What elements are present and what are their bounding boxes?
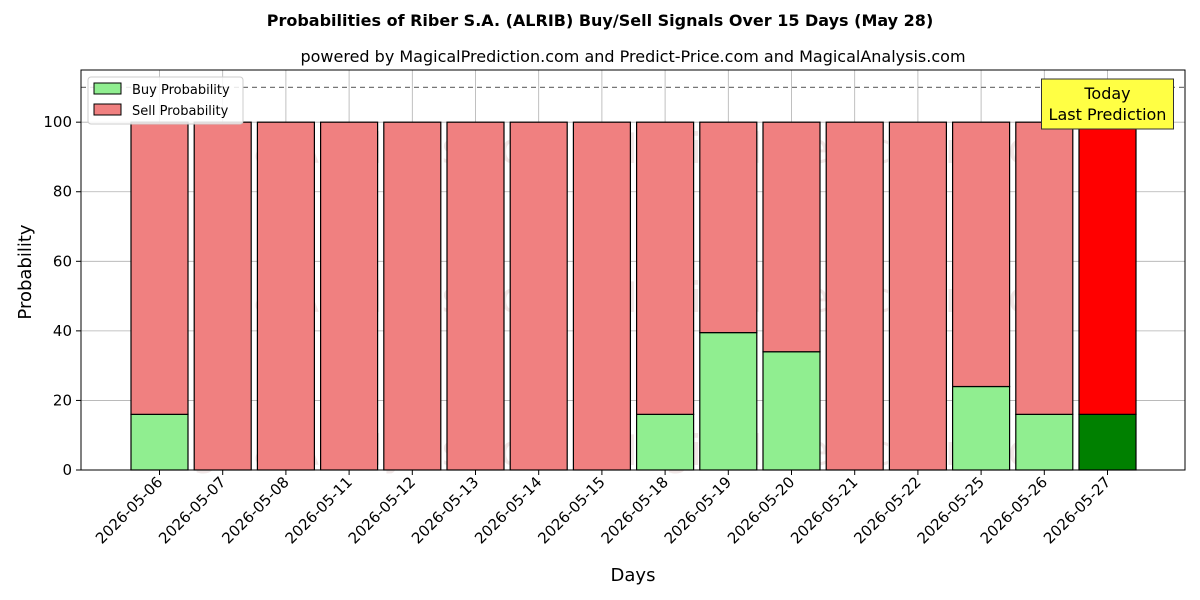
x-tick-label: 2026-05-18 <box>598 473 672 547</box>
x-tick-label: 2026-05-06 <box>92 473 166 547</box>
sell-bar <box>383 121 442 471</box>
y-axis-label: Probability <box>15 224 36 319</box>
sell-bar <box>509 121 568 471</box>
today-annotation-text: Today <box>1083 84 1130 103</box>
x-tick-label: 2026-05-19 <box>661 473 735 547</box>
y-tick-label: 100 <box>43 113 72 131</box>
sell-bar <box>320 121 379 471</box>
buy-bar <box>1078 413 1137 471</box>
sell-bar <box>762 121 821 353</box>
x-tick-label: 2026-05-08 <box>218 473 292 547</box>
sell-bar <box>888 121 948 471</box>
plot-area: MagicalAnalysis.comMagicalPrediction.com… <box>43 69 1186 547</box>
sell-bar <box>951 121 1011 388</box>
sell-bar <box>635 121 695 415</box>
x-tick-label: 2026-05-14 <box>471 473 545 547</box>
x-tick-label: 2026-05-27 <box>1040 473 1114 547</box>
sell-bar <box>256 121 315 471</box>
y-tick-label: 80 <box>53 183 72 201</box>
y-tick-label: 40 <box>53 322 72 340</box>
sell-bar <box>193 121 252 471</box>
sell-bar <box>1015 121 1074 415</box>
x-tick-label: 2026-05-25 <box>914 473 988 547</box>
legend-sell-label: Sell Probability <box>132 104 229 119</box>
x-tick-label: 2026-05-15 <box>534 473 608 547</box>
legend-sell-swatch <box>93 103 122 116</box>
plot-frame <box>80 69 1186 471</box>
legend-buy-label: Buy Probability <box>132 83 230 98</box>
buy-bar <box>762 351 821 471</box>
sell-bar <box>825 121 884 471</box>
legend-buy-swatch <box>93 82 122 95</box>
x-axis-label: Days <box>611 565 656 586</box>
x-tick-label: 2026-05-13 <box>408 473 482 547</box>
today-annotation-box <box>1041 78 1174 130</box>
buy-bar <box>635 413 695 471</box>
x-tick-label: 2026-05-07 <box>155 473 229 547</box>
sell-bar <box>699 121 758 334</box>
buy-bar <box>951 385 1011 471</box>
x-tick-label: 2026-05-22 <box>850 473 924 547</box>
buy-bar <box>1015 413 1074 471</box>
sell-bar <box>1078 121 1137 415</box>
chart-title: Probabilities of Riber S.A. (ALRIB) Buy/… <box>267 11 934 30</box>
chart-subtitle: powered by MagicalPrediction.com and Pre… <box>300 47 965 66</box>
buy-bar <box>130 413 189 471</box>
x-tick-label: 2026-05-21 <box>787 473 861 547</box>
x-tick-label: 2026-05-20 <box>724 473 798 547</box>
x-tick-label: 2026-05-12 <box>345 473 419 547</box>
sell-bar <box>446 121 505 471</box>
x-tick-label: 2026-05-26 <box>977 473 1051 547</box>
y-tick-label: 20 <box>53 391 72 409</box>
y-tick-label: 60 <box>53 252 72 270</box>
x-tick-label: 2026-05-11 <box>282 473 356 547</box>
sell-bar <box>572 121 632 471</box>
buy-bar <box>699 332 758 471</box>
today-annotation-text: Last Prediction <box>1049 105 1167 124</box>
y-tick-label: 0 <box>62 461 72 479</box>
legend-box <box>87 76 244 125</box>
sell-bar <box>130 121 189 415</box>
